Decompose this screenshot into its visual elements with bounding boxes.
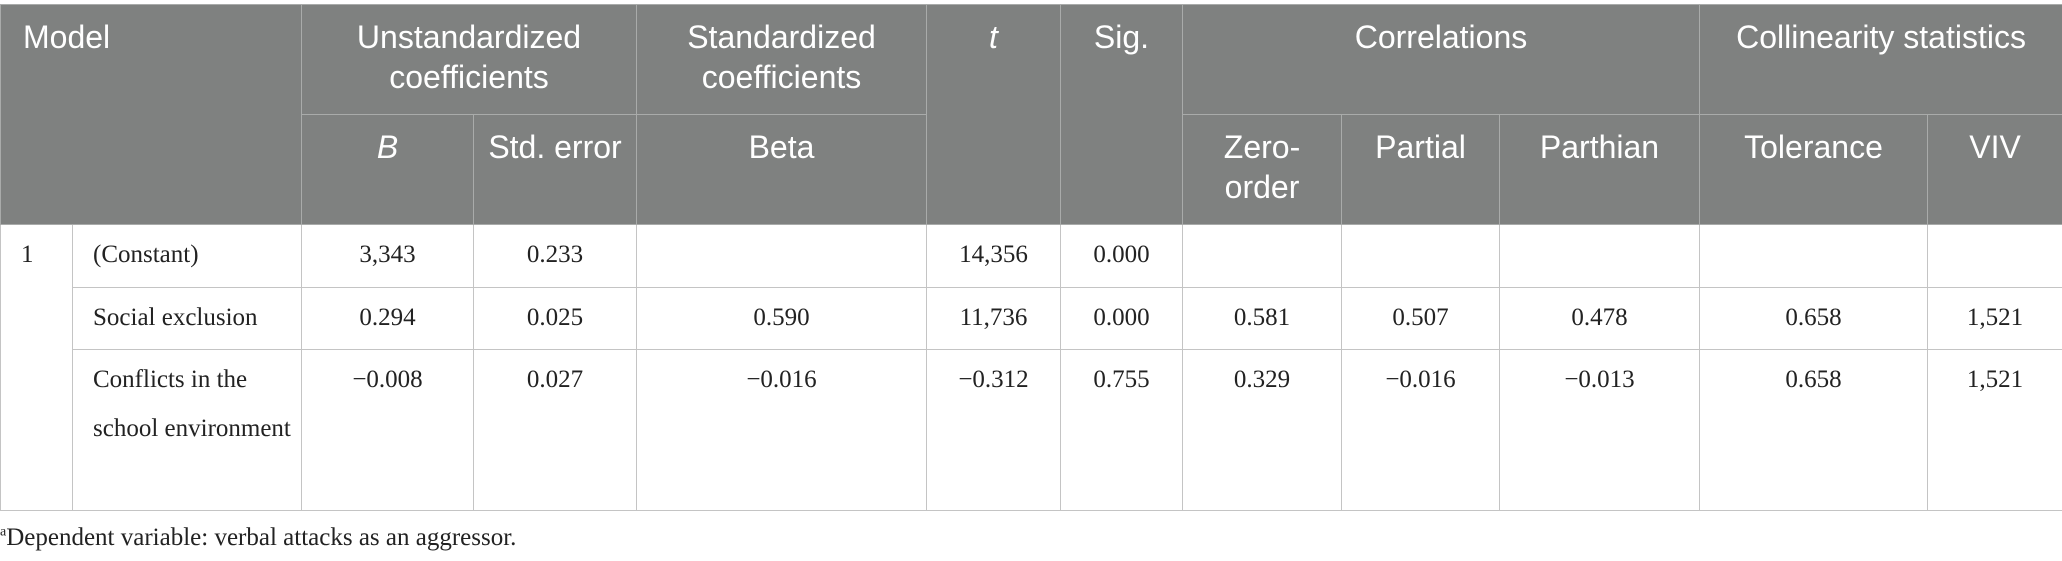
subheader-cell: Partial <box>1341 114 1500 225</box>
subheader-cell: Zero-order <box>1182 114 1342 225</box>
header-cell: Sig. <box>1060 4 1183 225</box>
subheader-cell: VIV <box>1926 114 2062 225</box>
subheader-cell: Parthian <box>1499 114 1700 225</box>
value-cell: 0.027 <box>473 349 637 511</box>
body-row: Conflicts in the school environment −0.00… <box>1 349 2062 511</box>
table-header: Model Unstandardized coefficients Standard… <box>0 4 2062 225</box>
value-cell: 1,521 <box>1926 287 2062 350</box>
footnote-text: Dependent variable: verbal attacks as an… <box>6 524 517 551</box>
value-cell: 0.590 <box>636 287 927 350</box>
header-row: B Std. error Beta Zero-order Partial Parthian… <box>1 114 2062 225</box>
value-cell <box>636 224 927 288</box>
value-cell: 0.233 <box>473 224 637 288</box>
value-cell: 14,356 <box>926 224 1061 288</box>
value-cell <box>1699 224 1928 288</box>
value-cell: 0.658 <box>1699 287 1928 350</box>
value-cell <box>1499 224 1700 288</box>
footnote-marker: a <box>0 524 7 540</box>
value-cell: −0.016 <box>1341 349 1500 511</box>
value-cell: −0.312 <box>926 349 1061 511</box>
header-cell: Correlations <box>1182 4 1700 115</box>
value-cell <box>1341 224 1500 288</box>
regression-table: Model Unstandardized coefficients Standard… <box>0 4 2062 511</box>
value-cell: 0.000 <box>1060 224 1183 288</box>
value-cell: 0.658 <box>1699 349 1928 511</box>
body-row: Social exclusion 0.294 0.025 0.590 11,736 0.0… <box>1 287 2062 350</box>
row-label: Social exclusion <box>72 287 302 350</box>
value-cell: 0.478 <box>1499 287 1700 350</box>
table-body: 1 (Constant) 3,343 0.233 14,356 0.000 Social e… <box>0 224 2062 511</box>
header-cell: Unstandardized coefficients <box>301 4 637 115</box>
value-cell <box>1182 224 1342 288</box>
subheader-cell: B <box>301 114 474 225</box>
value-cell: 0.507 <box>1341 287 1500 350</box>
value-cell: 0.000 <box>1060 287 1183 350</box>
value-cell: 0.329 <box>1182 349 1342 511</box>
value-cell: −0.008 <box>301 349 474 511</box>
value-cell: 0.581 <box>1182 287 1342 350</box>
value-cell: 0.025 <box>473 287 637 350</box>
model-cell: 1 <box>0 224 73 511</box>
header-cell: Standardized coefficients <box>636 4 927 115</box>
value-cell: 0.294 <box>301 287 474 350</box>
subheader-cell: Beta <box>636 114 927 225</box>
value-cell: 0.755 <box>1060 349 1183 511</box>
body-row: 1 (Constant) 3,343 0.233 14,356 0.000 <box>0 224 2062 511</box>
header-row: Model Unstandardized coefficients Standard… <box>0 4 2062 225</box>
row-label: Conflicts in the school environment <box>72 349 302 511</box>
value-cell <box>1926 224 2062 288</box>
value-cell: 3,343 <box>301 224 474 288</box>
row-label: (Constant) <box>72 224 302 288</box>
value-cell: 11,736 <box>926 287 1061 350</box>
footnote: aDependent variable: verbal attacks as a… <box>0 524 516 552</box>
subheader-cell: Std. error <box>473 114 637 225</box>
value-cell: −0.013 <box>1499 349 1700 511</box>
header-cell: Model <box>0 4 302 225</box>
value-cell: 1,521 <box>1926 349 2062 511</box>
value-cell: −0.016 <box>636 349 927 511</box>
header-cell: Collinearity statistics <box>1698 4 2062 115</box>
header-cell: t <box>926 4 1061 225</box>
subheader-cell: Tolerance <box>1699 114 1928 225</box>
